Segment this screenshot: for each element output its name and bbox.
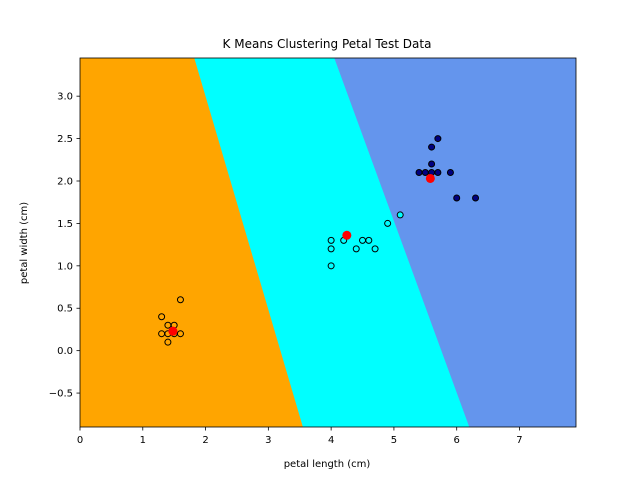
centroid-0 — [168, 326, 178, 336]
data-point-series2-2 — [428, 160, 436, 168]
x-tick-label-0: 0 — [77, 435, 83, 446]
data-point-series1-5 — [359, 236, 367, 244]
y-tick-label-7: 3.0 — [57, 92, 73, 103]
data-point-series2-0 — [415, 169, 423, 177]
y-tick-label-2: 0.5 — [57, 304, 73, 315]
data-point-series0-8 — [176, 330, 184, 338]
x-tick-label-3: 3 — [265, 435, 271, 446]
data-point-series2-9 — [472, 194, 480, 202]
y-tick-label-6: 2.5 — [57, 134, 73, 145]
data-point-series2-3 — [428, 143, 436, 151]
data-point-series1-2 — [327, 262, 335, 270]
x-tick-label-6: 6 — [454, 435, 460, 446]
data-point-series1-1 — [327, 245, 335, 253]
decision-regions — [80, 58, 576, 427]
region-0 — [80, 58, 303, 427]
data-point-series1-4 — [352, 245, 360, 253]
data-point-series1-6 — [365, 236, 373, 244]
x-axis-label: petal length (cm) — [284, 459, 371, 470]
data-point-series1-7 — [371, 245, 379, 253]
y-tick-label-1: 0.0 — [57, 346, 73, 357]
data-point-series1-0 — [327, 236, 335, 244]
data-point-series2-7 — [446, 169, 454, 177]
axes: 0 1 2 3 4 5 6 7 −0.5 0.0 0.5 1.0 1.5 2.0 2.5 3.0 — [49, 57, 577, 446]
x-tick-label-1: 1 — [140, 435, 146, 446]
data-point-series0-3 — [158, 330, 166, 338]
y-tick-label-5: 2.0 — [57, 177, 73, 188]
y-tick-label-3: 1.0 — [57, 261, 73, 272]
x-tick-label-4: 4 — [328, 435, 334, 446]
data-point-series2-4 — [434, 135, 442, 143]
centroid-1 — [342, 230, 352, 240]
y-tick-label-4: 1.5 — [57, 219, 73, 230]
x-tick-label-2: 2 — [202, 435, 208, 446]
data-point-series0-6 — [164, 338, 172, 346]
chart-title: K Means Clustering Petal Test Data — [223, 37, 432, 51]
data-point-series2-8 — [453, 194, 461, 202]
data-point-series2-5 — [434, 169, 442, 177]
x-tick-label-5: 5 — [391, 435, 397, 446]
centroid-2 — [425, 173, 435, 183]
data-point-series1-9 — [396, 211, 404, 219]
data-point-series0-1 — [176, 296, 184, 304]
y-axis-label: petal width (cm) — [19, 202, 30, 284]
data-point-series2-1 — [421, 169, 429, 177]
plot-area — [80, 58, 576, 427]
y-tick-label-0: −0.5 — [49, 389, 73, 400]
axes-frame — [79, 57, 577, 428]
data-point-series0-2 — [164, 321, 172, 329]
x-tick-label-7: 7 — [516, 435, 522, 446]
data-point-series0-0 — [158, 313, 166, 321]
data-point-series1-8 — [384, 219, 392, 227]
